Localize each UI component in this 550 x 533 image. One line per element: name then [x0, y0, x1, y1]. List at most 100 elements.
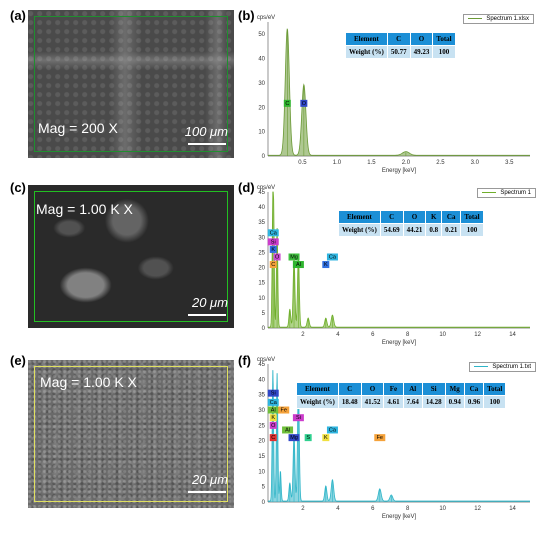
scale-label-c: 20 μm: [191, 295, 228, 310]
legend-label: Spectrum 1: [500, 190, 531, 196]
element-tag: Si: [267, 238, 279, 246]
table-cell: 0.8: [425, 223, 443, 237]
spectrum-line: [268, 191, 530, 328]
eds-spectrum-d: 0 5 10 15 20 25 30 35 40 45 2 4 6 8 10 12 14 cps/eV Energy…: [240, 180, 540, 348]
legend-swatch: [482, 191, 497, 193]
element-tag: Mg: [288, 434, 300, 442]
table-header-cell: Ca: [441, 210, 462, 224]
y-axis-label: cps/eV: [257, 185, 275, 191]
table-cell: 0.96: [463, 395, 485, 409]
magnification-label-a: Mag = 200 X: [38, 120, 118, 136]
y-tick-label: 15: [258, 281, 265, 287]
table-cell: 41.52: [360, 395, 385, 409]
element-tag: O: [273, 253, 281, 261]
svg-text:K: K: [324, 435, 328, 441]
y-tick-label: 10: [258, 130, 265, 136]
sem-frame-a: [34, 16, 228, 152]
table-header-cell: Ca: [463, 382, 485, 396]
y-tick-label: 40: [258, 57, 265, 63]
table-cell: 7.64: [402, 395, 423, 409]
svg-text:Ca: Ca: [270, 400, 278, 406]
table-cell: Weight (%): [338, 223, 381, 237]
y-tick-label: 45: [258, 190, 265, 196]
element-tag: Ca: [267, 398, 279, 406]
table-cell: 49.23: [409, 45, 434, 59]
scale-bar-e: [188, 491, 226, 493]
element-tag: Si: [292, 414, 304, 422]
composition-table: Element C O K Ca Total Weight (%) 54.69 44.21 0.8…: [338, 210, 484, 237]
svg-text:C: C: [285, 101, 289, 107]
sem-frame-c: [34, 191, 228, 322]
table-cell: 50.77: [386, 45, 411, 59]
svg-text:Ca: Ca: [329, 427, 337, 433]
table-header-cell: Element: [345, 32, 388, 46]
scale-label-e: 20 μm: [191, 472, 228, 487]
x-tick-label: 4: [336, 506, 340, 512]
y-tick-label: 25: [258, 250, 265, 256]
svg-text:K: K: [324, 262, 328, 268]
x-tick-label: 10: [439, 332, 446, 338]
y-tick-label: 30: [258, 81, 265, 87]
y-tick-label: 50: [258, 32, 265, 38]
element-tag: Ca: [267, 229, 279, 237]
x-tick-label: 6: [371, 506, 375, 512]
svg-text:Ca: Ca: [329, 254, 337, 260]
svg-text:Si: Si: [271, 391, 276, 397]
element-tag: K: [322, 261, 330, 269]
y-tick-label: 35: [258, 393, 265, 399]
x-tick-label: 3.5: [505, 160, 514, 166]
y-axis-label: cps/eV: [257, 15, 275, 21]
sem-image-e: Mag = 1.00 K X 20 μm: [28, 360, 234, 508]
table-cell: 0.21: [441, 223, 462, 237]
table-header-cell: O: [402, 210, 427, 224]
table-header-cell: Element: [296, 382, 339, 396]
y-tick-label: 20: [258, 105, 265, 111]
element-tag: C: [269, 434, 277, 442]
scale-bar-a: [188, 143, 226, 145]
svg-text:Mg: Mg: [290, 254, 298, 260]
x-tick-label: 3.0: [471, 160, 480, 166]
y-tick-label: 5: [262, 485, 266, 491]
y-axis-label: cps/eV: [257, 357, 275, 363]
x-tick-label: 14: [509, 332, 516, 338]
table-cell: Weight (%): [296, 395, 339, 409]
table-header-cell: K: [425, 210, 443, 224]
legend-swatch: [474, 365, 489, 367]
x-axis-label: Energy [keV]: [382, 168, 417, 174]
element-tag: Fe: [278, 406, 290, 414]
table-cell: 0.94: [444, 395, 465, 409]
table-cell: 100: [460, 223, 484, 237]
svg-text:K: K: [271, 247, 275, 253]
svg-text:O: O: [302, 101, 307, 107]
panel-label-d: (d): [238, 180, 255, 195]
table-header-cell: C: [337, 382, 362, 396]
scale-label-a: 100 μm: [184, 124, 228, 139]
eds-spectrum-f: 0 5 10 15 20 25 30 35 40 45 2 4 6 8 10 12 14 cps/eV Energy…: [240, 352, 540, 522]
legend-label: Spectrum 1.xlsx: [486, 16, 529, 22]
spectrum-plot-b: 0 10 20 30 40 50 0.5 1.0 1.5 2.0 2.5 3.0 3.5 cps/eV En…: [257, 15, 530, 174]
element-tag: Si: [267, 389, 279, 397]
svg-text:C: C: [271, 262, 275, 268]
element-tag: O: [300, 99, 308, 107]
y-tick-label: 40: [258, 377, 265, 383]
legend: Spectrum 1: [477, 188, 536, 198]
spectrum-line: [268, 28, 530, 156]
table-header-cell: Fe: [383, 382, 404, 396]
svg-text:O: O: [271, 423, 276, 429]
panel-label-a: (a): [10, 8, 26, 23]
table-header-cell: O: [409, 32, 434, 46]
y-tick-label: 10: [258, 469, 265, 475]
element-tag: K: [322, 434, 330, 442]
panel-label-f: (f): [238, 353, 251, 368]
svg-text:Mg: Mg: [290, 435, 298, 441]
y-tick-label: 20: [258, 266, 265, 272]
legend: Spectrum 1.txt: [469, 362, 536, 372]
svg-text:S: S: [306, 435, 310, 441]
x-tick-label: 2: [301, 506, 305, 512]
table-cell: 44.21: [402, 223, 427, 237]
element-tag: O: [269, 421, 277, 429]
table-header-cell: Total: [432, 32, 456, 46]
composition-table: Element C O Fe Al Si Mg Ca Total Weight (%) 18.48 4…: [296, 382, 507, 409]
x-axis-label: Energy [keV]: [382, 514, 417, 520]
legend-swatch: [468, 17, 483, 19]
